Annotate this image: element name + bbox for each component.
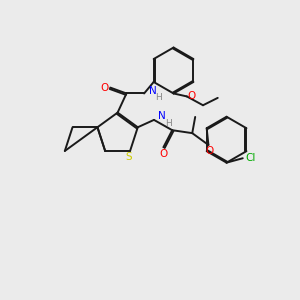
- Text: Cl: Cl: [246, 153, 256, 163]
- Text: H: H: [165, 119, 172, 128]
- Text: O: O: [188, 91, 196, 101]
- Text: O: O: [101, 82, 109, 93]
- Text: O: O: [206, 146, 214, 156]
- Text: S: S: [125, 152, 132, 162]
- Text: N: N: [148, 85, 156, 95]
- Text: N: N: [158, 111, 166, 122]
- Text: H: H: [155, 93, 162, 102]
- Text: O: O: [159, 149, 167, 159]
